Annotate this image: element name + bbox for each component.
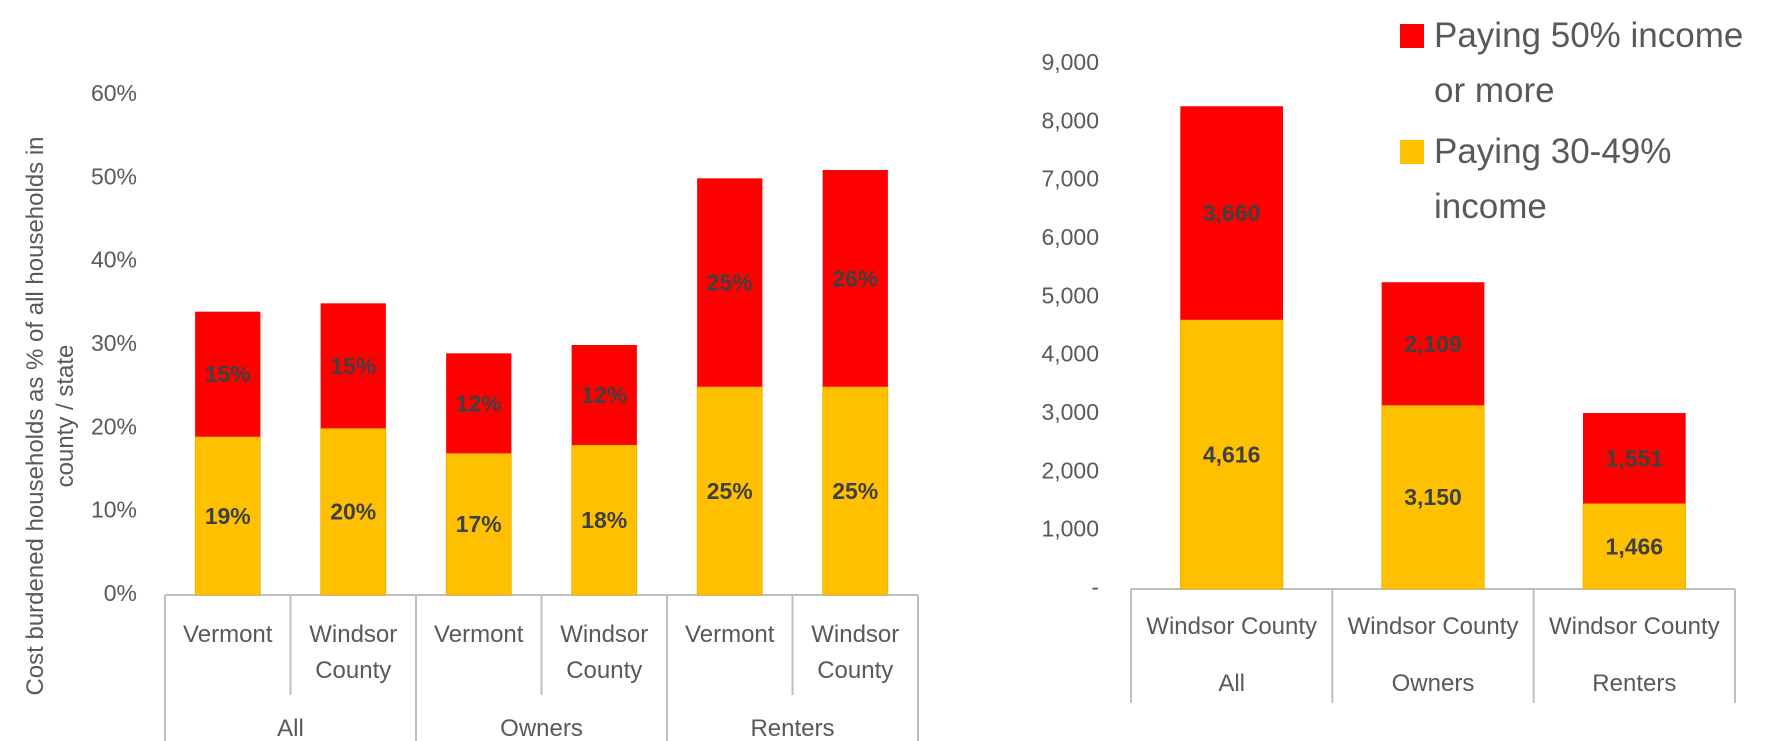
y-tick-label: 3,000 — [1041, 399, 1099, 425]
bar-segment — [696, 386, 763, 596]
y-tick-label: 6,000 — [1041, 224, 1099, 250]
y-tick-label: - — [1091, 574, 1099, 600]
bar-segment — [1582, 413, 1686, 504]
bar-segment — [320, 428, 387, 596]
bar-segment — [571, 345, 637, 445]
data-label: 4,616 — [1203, 441, 1261, 467]
bar-segment — [194, 436, 261, 596]
y-tick-label: 7,000 — [1041, 166, 1099, 192]
y-tick-label: 9,000 — [1041, 49, 1099, 75]
y-tick-label: 30% — [91, 330, 137, 356]
bar-segment — [697, 178, 763, 387]
category-label: Windsor County — [1146, 613, 1318, 640]
data-label: 17% — [456, 511, 502, 537]
y-tick-label: 50% — [91, 163, 137, 189]
category-label: Windsor County — [309, 621, 398, 684]
data-label: 1,466 — [1606, 533, 1664, 559]
legend-swatch — [1400, 24, 1424, 48]
category-label: Windsor County — [560, 621, 649, 684]
category-label: Windsor County — [811, 621, 900, 684]
data-label: 25% — [707, 478, 753, 504]
y-tick-label: 1,000 — [1041, 516, 1099, 542]
group-label: Renters — [1592, 670, 1677, 697]
data-label: 18% — [581, 507, 627, 533]
legend-swatch — [1400, 140, 1424, 164]
group-label: Owners — [500, 715, 583, 741]
y-tick-label: 8,000 — [1041, 107, 1099, 133]
y-tick-label: 60% — [91, 80, 137, 106]
bar-segment — [445, 453, 512, 596]
y-axis-title: Cost burdened households as % of all hou… — [22, 136, 79, 696]
data-label: 12% — [581, 382, 627, 408]
data-label: 2,109 — [1404, 331, 1462, 357]
legend-label: Paying 30-49% income — [1434, 132, 1672, 226]
bar-segment — [1582, 503, 1686, 590]
data-label: 25% — [707, 270, 753, 296]
data-label: 3,150 — [1404, 484, 1462, 510]
group-label: All — [277, 715, 304, 741]
group-label: Owners — [1391, 670, 1475, 697]
group-label: Renters — [750, 715, 835, 741]
data-label: 26% — [832, 265, 878, 291]
y-tick-label: 4,000 — [1041, 341, 1099, 367]
legend-label: Paying 50% income or more — [1434, 16, 1744, 110]
data-label: 15% — [205, 361, 251, 387]
bar-segment — [822, 170, 888, 387]
bar-segment — [571, 444, 638, 596]
y-tick-label: 20% — [91, 413, 137, 439]
bar-segment — [320, 303, 386, 429]
bar-segment — [195, 311, 261, 437]
category-label: Windsor County — [1347, 613, 1519, 640]
category-label: Vermont — [685, 621, 775, 648]
data-label: 15% — [330, 353, 376, 379]
y-tick-label: 40% — [91, 247, 137, 273]
bar-segment — [1381, 404, 1485, 590]
group-label: All — [1218, 670, 1245, 697]
data-label: 20% — [330, 499, 376, 525]
y-tick-label: 5,000 — [1041, 282, 1099, 308]
category-label: Vermont — [434, 621, 524, 648]
bar-segment — [822, 386, 889, 596]
data-label: 1,551 — [1606, 445, 1664, 471]
data-label: 19% — [205, 503, 251, 529]
y-tick-label: 10% — [91, 497, 137, 523]
y-tick-label: 2,000 — [1041, 457, 1099, 483]
bar-segment — [1180, 106, 1284, 320]
category-label: Vermont — [183, 621, 273, 648]
bar-segment — [1180, 319, 1284, 590]
category-label: Windsor County — [1548, 613, 1720, 640]
bar-segment — [1381, 282, 1485, 406]
y-tick-label: 0% — [104, 580, 137, 606]
data-label: 12% — [456, 390, 502, 416]
data-label: 3,660 — [1203, 200, 1261, 226]
bar-segment — [446, 353, 512, 454]
data-label: 25% — [832, 478, 878, 504]
